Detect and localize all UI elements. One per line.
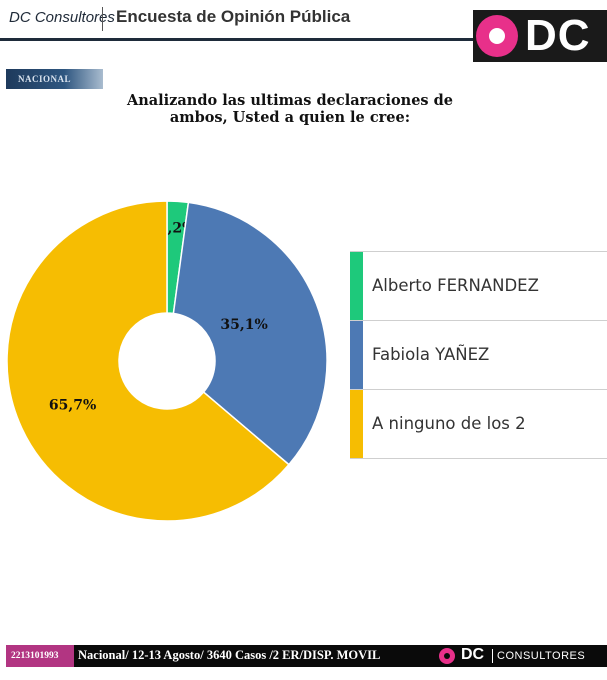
- footer-logo-word: CONSULTORES: [497, 650, 586, 662]
- legend-item-1: Alberto FERNANDEZ: [350, 251, 607, 320]
- donut-slice-label-3: 65,7%: [49, 398, 96, 414]
- brand-divider: [102, 7, 103, 31]
- section-tab-nacional: NACIONAL: [6, 69, 103, 89]
- donut-slice-3: [6, 200, 290, 522]
- page-title: Encuesta de Opinión Pública: [116, 7, 351, 26]
- footer-logo-dc: DC: [461, 646, 485, 663]
- chart-legend: Alberto FERNANDEZ Fabiola YAÑEZ A ninguno …: [350, 251, 607, 459]
- legend-label-1: Alberto FERNANDEZ: [372, 276, 539, 295]
- brand-name: DC Consultores: [9, 9, 115, 26]
- legend-item-3: A ninguno de los 2: [350, 389, 607, 459]
- footer-phone-badge: 2213101993: [6, 645, 74, 667]
- footer-bar: 2213101993 Nacional/ 12-13 Agosto/ 3640 …: [6, 645, 607, 667]
- section-tab-label: NACIONAL: [18, 74, 72, 84]
- legend-swatch-2: [350, 321, 363, 389]
- footer-logo-circle-icon: [439, 648, 455, 664]
- legend-swatch-1: [350, 252, 363, 320]
- chart-question: Analizando las ultimas declaraciones de …: [100, 92, 480, 126]
- footer-info: Nacional/ 12-13 Agosto/ 3640 Casos /2 ER…: [78, 648, 381, 662]
- header-rule: [0, 38, 480, 41]
- logo-text: DC: [525, 11, 591, 60]
- footer-phone: 2213101993: [11, 651, 59, 661]
- logo-circle-icon: [476, 15, 518, 57]
- legend-swatch-3: [350, 390, 363, 458]
- legend-item-2: Fabiola YAÑEZ: [350, 320, 607, 389]
- question-line-1: Analizando las ultimas declaraciones de: [126, 92, 454, 109]
- donut-chart: 2,2%35,1%65,7%: [6, 200, 328, 522]
- legend-label-2: Fabiola YAÑEZ: [372, 345, 490, 364]
- donut-slice-label-2: 35,1%: [220, 317, 267, 333]
- dc-logo: DC: [473, 10, 607, 62]
- header: DC Consultores Encuesta de Opinión Públi…: [0, 0, 607, 62]
- question-line-2: ambos, Usted a quien le cree:: [169, 109, 411, 126]
- legend-label-3: A ninguno de los 2: [372, 414, 526, 433]
- footer-logo-divider: [492, 649, 493, 663]
